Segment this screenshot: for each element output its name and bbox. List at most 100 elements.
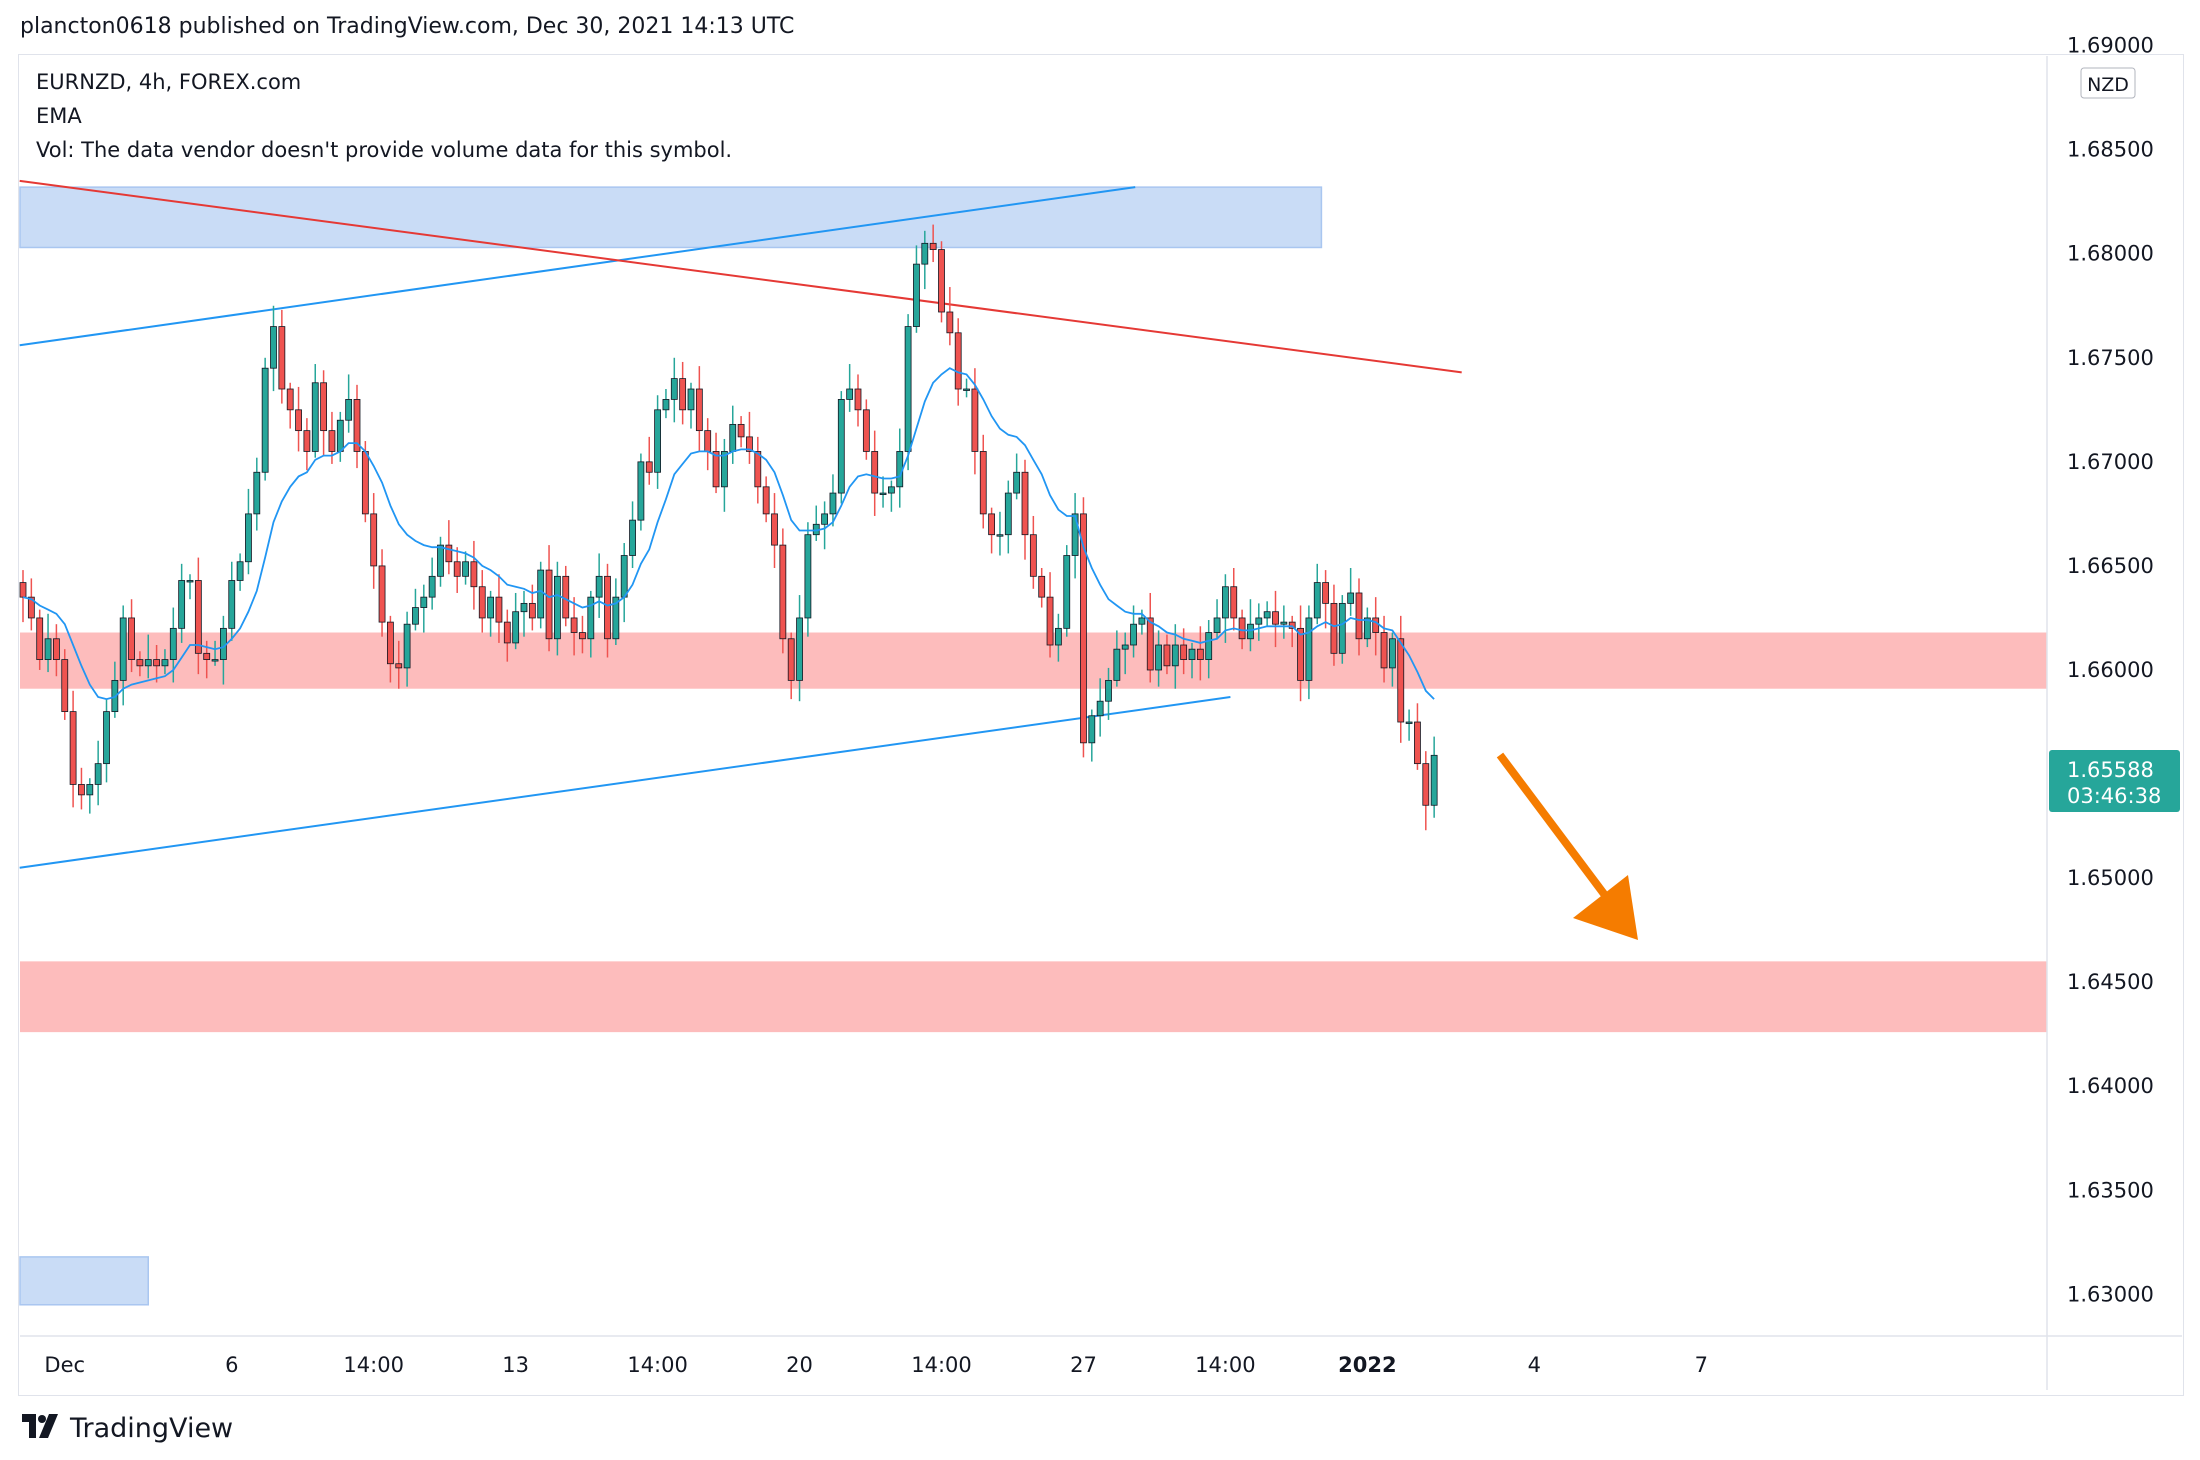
candle[interactable] (478, 570, 486, 633)
candle[interactable] (261, 357, 269, 481)
candle[interactable] (161, 649, 169, 675)
candle[interactable] (253, 457, 261, 531)
projection-arrow-head[interactable] (1573, 875, 1638, 940)
zone-blue-bottom[interactable] (19, 1256, 149, 1306)
candle[interactable] (1105, 667, 1112, 720)
candle[interactable] (27, 578, 35, 631)
candle[interactable] (871, 430, 879, 516)
candle[interactable] (846, 364, 854, 412)
candle[interactable] (1013, 453, 1021, 500)
candle[interactable] (1146, 592, 1154, 683)
candle[interactable] (695, 366, 703, 452)
candle[interactable] (178, 563, 186, 643)
channel-lower-line[interactable] (19, 696, 1231, 869)
candle[interactable] (1263, 601, 1271, 627)
candle[interactable] (311, 364, 319, 458)
candle[interactable] (503, 609, 511, 662)
candle[interactable] (879, 476, 887, 508)
candle[interactable] (579, 615, 586, 654)
candle[interactable] (1288, 615, 1296, 648)
candle[interactable] (353, 384, 361, 469)
candle[interactable] (1213, 599, 1221, 639)
candle[interactable] (938, 241, 945, 323)
candle[interactable] (1305, 605, 1313, 700)
candle[interactable] (103, 699, 110, 783)
candle[interactable] (854, 374, 862, 427)
candle[interactable] (1004, 480, 1012, 554)
candle[interactable] (1405, 709, 1413, 741)
candle[interactable] (1272, 590, 1279, 648)
candle[interactable] (295, 386, 302, 452)
candle[interactable] (370, 493, 378, 589)
candle[interactable] (1071, 493, 1079, 579)
candle[interactable] (136, 651, 144, 677)
candle[interactable] (1389, 632, 1396, 687)
candle[interactable] (1280, 605, 1288, 639)
candle[interactable] (779, 528, 787, 654)
candle[interactable] (512, 592, 520, 650)
candle[interactable] (670, 357, 678, 423)
candle[interactable] (1414, 703, 1421, 770)
candle[interactable] (445, 520, 453, 575)
candle[interactable] (1380, 615, 1388, 683)
candle[interactable] (270, 305, 277, 392)
candle[interactable] (1063, 545, 1071, 637)
legend-symbol[interactable]: EURNZD, 4h, FOREX.com (36, 70, 302, 94)
candle[interactable] (386, 615, 394, 683)
last-price-badge[interactable] (2049, 750, 2180, 812)
candle[interactable] (1029, 515, 1037, 589)
candle[interactable] (1255, 603, 1263, 641)
candle[interactable] (495, 574, 503, 643)
candle[interactable] (829, 474, 837, 527)
candle[interactable] (771, 493, 778, 568)
candle[interactable] (236, 553, 244, 591)
candle[interactable] (520, 590, 528, 637)
candle[interactable] (1397, 615, 1405, 743)
candle[interactable] (286, 382, 294, 429)
candle[interactable] (1113, 630, 1121, 687)
candle[interactable] (1155, 630, 1162, 687)
candle[interactable] (1297, 605, 1304, 702)
candle[interactable] (278, 309, 286, 404)
candle[interactable] (545, 545, 553, 652)
candle[interactable] (378, 549, 386, 637)
candle[interactable] (44, 613, 52, 673)
candle[interactable] (69, 690, 77, 808)
candle[interactable] (1055, 613, 1062, 662)
candle[interactable] (19, 570, 27, 623)
currency-badge[interactable] (2080, 67, 2136, 99)
candle[interactable] (687, 382, 695, 429)
candle[interactable] (637, 453, 645, 531)
candle[interactable] (821, 501, 828, 550)
candle[interactable] (929, 224, 937, 263)
candle[interactable] (988, 507, 995, 554)
candle[interactable] (1038, 568, 1046, 608)
candle[interactable] (1196, 626, 1204, 681)
candle[interactable] (570, 597, 578, 656)
candle[interactable] (78, 767, 85, 810)
support-zone-red[interactable] (20, 632, 2047, 689)
candle[interactable] (428, 557, 436, 610)
candle[interactable] (86, 778, 94, 814)
candle[interactable] (963, 378, 970, 398)
candle[interactable] (904, 314, 912, 471)
candle[interactable] (453, 547, 461, 593)
candle[interactable] (612, 578, 620, 646)
candle[interactable] (1238, 609, 1246, 650)
candle[interactable] (913, 245, 920, 333)
chart-container[interactable] (18, 54, 2184, 1396)
candle[interactable] (1430, 736, 1438, 818)
candle[interactable] (1080, 497, 1087, 758)
candle[interactable] (320, 370, 328, 456)
candle[interactable] (796, 595, 803, 702)
candle[interactable] (144, 634, 152, 679)
candle[interactable] (1088, 709, 1096, 762)
candle[interactable] (979, 434, 987, 529)
candle[interactable] (437, 536, 444, 587)
candle[interactable] (1163, 634, 1171, 675)
candle[interactable] (654, 395, 661, 489)
candle[interactable] (896, 428, 904, 508)
candle[interactable] (186, 574, 194, 600)
candle[interactable] (1021, 459, 1029, 560)
